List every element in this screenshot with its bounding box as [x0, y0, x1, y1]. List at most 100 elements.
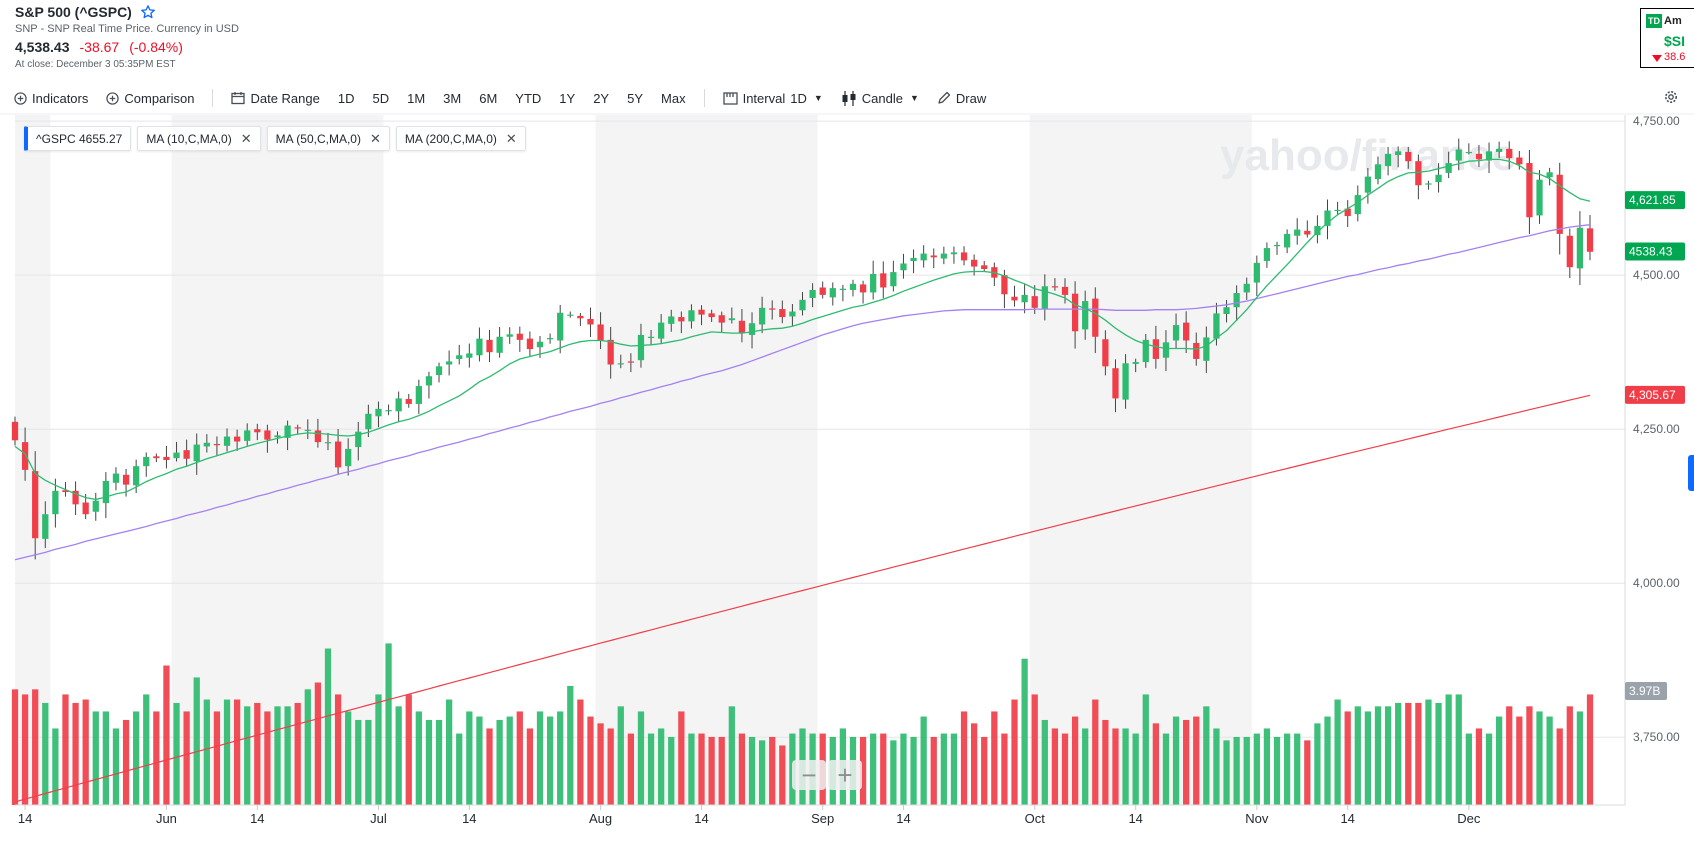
- range-5y[interactable]: 5Y: [627, 90, 644, 106]
- volume-bar: [1324, 716, 1331, 805]
- volume-bar: [304, 689, 311, 805]
- volume-bar: [1576, 711, 1584, 805]
- volume-bar: [1465, 733, 1472, 805]
- candle-body: [627, 361, 634, 363]
- candle-body: [950, 252, 958, 255]
- volume-bar: [567, 685, 574, 805]
- x-tick-label: 14: [1128, 811, 1142, 826]
- chip-symbol[interactable]: ^GSPC 4655.27: [24, 126, 132, 151]
- close-icon[interactable]: ✕: [369, 130, 381, 146]
- range-ytd[interactable]: YTD: [515, 90, 542, 106]
- volume-bar: [1344, 711, 1351, 805]
- ad-banner[interactable]: TD Am $SI 38.6: [1640, 8, 1694, 68]
- volume-bar: [163, 665, 170, 805]
- interval-label: Interval: [742, 90, 786, 106]
- range-1m[interactable]: 1M: [407, 90, 426, 106]
- volume-bar: [1273, 736, 1281, 805]
- draw-button[interactable]: Draw: [937, 91, 986, 106]
- range-1d[interactable]: 1D: [337, 90, 355, 106]
- candle-body: [1516, 157, 1523, 165]
- x-tick-label: 14: [462, 811, 476, 826]
- side-panel-tab[interactable]: [1688, 455, 1694, 491]
- chart-type-button[interactable]: Candle ▼: [841, 90, 919, 106]
- x-tick-label: 14: [250, 811, 264, 826]
- volume-bar: [728, 706, 735, 805]
- volume-bar: [900, 733, 907, 805]
- chip-ma10[interactable]: MA (10,C,MA,0) ✕: [137, 126, 261, 151]
- zoom-in-button[interactable]: +: [828, 760, 862, 790]
- range-2y[interactable]: 2Y: [593, 90, 610, 106]
- volume-bar: [1364, 711, 1372, 805]
- interval-button[interactable]: Interval 1D ▼: [722, 90, 823, 106]
- volume-bar: [1071, 716, 1079, 805]
- volume-bar: [1152, 723, 1159, 805]
- candle-body: [1465, 151, 1472, 154]
- volume-bar: [1334, 699, 1341, 805]
- candle-body: [1556, 174, 1563, 234]
- plus-circle-icon: [14, 91, 27, 105]
- month-band: [1029, 115, 1252, 805]
- zoom-out-button[interactable]: −: [792, 760, 826, 790]
- chip-ma50[interactable]: MA (50,C,MA,0) ✕: [266, 126, 390, 151]
- volume-bar: [960, 711, 968, 805]
- comparison-button[interactable]: Comparison: [106, 91, 194, 106]
- volume-bar: [738, 733, 746, 805]
- candle-body: [940, 253, 947, 259]
- candle-body: [385, 410, 392, 412]
- candle-body: [1566, 235, 1573, 268]
- candle-body: [708, 313, 715, 318]
- close-icon[interactable]: ✕: [240, 130, 252, 146]
- volume-bar: [1051, 728, 1059, 805]
- range-6m[interactable]: 6M: [479, 90, 498, 106]
- range-5d[interactable]: 5D: [372, 90, 390, 106]
- candle-body: [1162, 342, 1170, 358]
- volume-bar: [1253, 733, 1260, 805]
- candle-body: [1011, 296, 1018, 301]
- candle-body: [1071, 293, 1079, 332]
- draw-label: Draw: [955, 90, 987, 106]
- candle-body: [617, 363, 624, 365]
- candle-body: [971, 259, 978, 267]
- x-tick-label: Oct: [1025, 811, 1046, 826]
- candle-body: [1304, 230, 1311, 235]
- volume-bar: [405, 694, 412, 805]
- volume-bar: [1294, 733, 1301, 805]
- candle-body: [789, 311, 796, 317]
- indicators-button[interactable]: Indicators: [14, 91, 88, 106]
- gear-icon[interactable]: [1664, 90, 1678, 104]
- range-3m[interactable]: 3M: [443, 90, 462, 106]
- candle-body: [143, 456, 150, 467]
- date-range-button[interactable]: Date Range: [231, 91, 320, 106]
- chip-ma200[interactable]: MA (200,C,MA,0) ✕: [395, 126, 526, 151]
- price-change-percent: (-0.84%): [129, 39, 183, 55]
- range-1y[interactable]: 1Y: [559, 90, 576, 106]
- volume-bar: [930, 736, 937, 805]
- close-icon[interactable]: ✕: [505, 130, 517, 146]
- candle-body: [32, 471, 39, 539]
- range-max[interactable]: Max: [661, 90, 686, 106]
- volume-bar: [1021, 658, 1028, 805]
- pencil-icon: [938, 91, 951, 104]
- candle-body: [122, 474, 130, 485]
- volume-bar: [920, 716, 927, 805]
- candle-body: [1294, 229, 1301, 236]
- volume-bar: [1031, 694, 1038, 805]
- value-badge: [1625, 191, 1685, 210]
- candle-body: [526, 338, 534, 350]
- month-band: [595, 115, 818, 805]
- volume-bar: [950, 733, 958, 805]
- candle-body: [183, 450, 190, 459]
- candle-body: [1324, 210, 1331, 226]
- star-icon[interactable]: [140, 4, 156, 20]
- toolbar-divider: [703, 89, 705, 107]
- candle-body: [1354, 195, 1361, 215]
- candle-body: [244, 430, 251, 441]
- y-tick-label: 4,000.00: [1633, 576, 1680, 590]
- candle-body: [849, 283, 857, 290]
- volume-bar: [526, 728, 534, 805]
- candle-body: [557, 312, 564, 341]
- candle-body: [173, 452, 180, 459]
- candle-body: [1253, 262, 1260, 283]
- candle-body: [779, 309, 786, 318]
- candle-body: [1425, 183, 1432, 185]
